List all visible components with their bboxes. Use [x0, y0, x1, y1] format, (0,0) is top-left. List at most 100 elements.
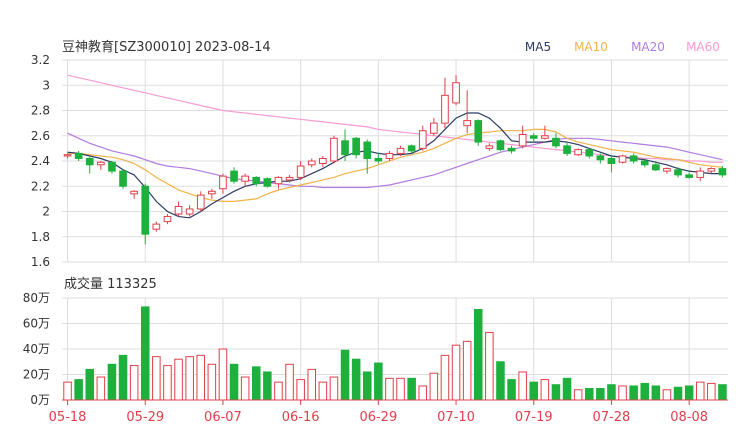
candle-up	[185, 208, 194, 215]
price-tick-label: 1.8	[31, 230, 50, 244]
candle-up	[396, 147, 405, 154]
candle-down	[230, 170, 238, 182]
candle-down	[718, 168, 727, 176]
volume-bar	[673, 386, 683, 401]
volume-bar	[496, 361, 505, 401]
candle-up	[385, 152, 394, 159]
candle-down	[607, 157, 616, 165]
volume-bar	[640, 382, 650, 401]
volume-bar	[507, 379, 516, 401]
date-tick-label: 06-16	[282, 410, 320, 425]
price-tick-label: 2.6	[31, 129, 50, 143]
legend: MA5 MA10 MA20 MA60	[525, 40, 720, 54]
candle-down	[596, 155, 605, 161]
volume-bar	[518, 371, 527, 401]
volume-bar	[207, 363, 217, 401]
volume-bar	[218, 348, 228, 401]
legend-ma5: MA5	[525, 40, 551, 54]
candle-down	[108, 161, 116, 172]
candle-down	[363, 141, 372, 159]
volume-bar	[362, 371, 372, 401]
ma20-line	[67, 132, 723, 189]
volume-bar	[485, 331, 494, 401]
volume-bar	[462, 340, 472, 401]
volume-bar	[329, 376, 339, 401]
candle-down	[263, 178, 272, 187]
volume-bar	[240, 376, 250, 401]
candle-up	[319, 157, 327, 165]
volume-bar	[63, 381, 72, 401]
candle-down	[674, 169, 682, 176]
candle-down	[629, 155, 638, 162]
volume-bar	[718, 384, 727, 401]
legend-ma60: MA60	[686, 40, 720, 54]
candle-up	[219, 175, 227, 190]
volume-bar	[74, 379, 83, 401]
candle-up	[430, 122, 438, 134]
volume-bar	[251, 366, 261, 401]
candle-up	[663, 168, 671, 172]
volume-bar	[296, 379, 305, 401]
candle-up	[152, 223, 161, 230]
axis-labels: 3.2 3 2.8 2.6 2.4 2.2 2 1.8 1.6 80万 60万 40万 20万 0万 05-…	[23, 53, 728, 425]
volume-bar	[651, 385, 661, 401]
candle-up	[130, 190, 138, 195]
volume-tick-label: 80万	[23, 291, 50, 305]
candle-up	[97, 161, 105, 166]
price-chart-title: 豆神教育[SZ300010] 2023-08-14	[62, 39, 271, 55]
candle-down	[407, 145, 416, 152]
candle-up	[330, 137, 338, 162]
volume-bar	[695, 381, 705, 401]
candle-up	[296, 165, 305, 178]
volume-bar	[618, 385, 627, 401]
volume-bar	[140, 306, 150, 401]
candle-down	[252, 176, 261, 185]
price-tick-label: 2.2	[31, 179, 50, 193]
candle-up	[163, 216, 172, 223]
volume-bar	[551, 384, 561, 401]
candle-up	[452, 82, 460, 104]
date-tick-label: 05-18	[49, 410, 87, 425]
candle-up	[241, 175, 249, 182]
volume-bar	[396, 377, 405, 401]
candlesticks	[63, 75, 727, 245]
candle-down	[341, 140, 349, 156]
candle-up	[208, 190, 216, 195]
price-tick-label: 1.6	[31, 255, 50, 269]
price-tick-label: 3.2	[31, 53, 50, 67]
volume-tick-label: 60万	[23, 317, 50, 331]
legend-ma10: MA10	[574, 40, 608, 54]
volume-tick-label: 40万	[23, 342, 50, 356]
date-tick-label: 06-07	[204, 410, 242, 425]
volume-tick-label: 20万	[23, 368, 50, 382]
candle-up	[174, 205, 183, 215]
candle-up	[518, 133, 527, 147]
candle-up	[274, 176, 283, 185]
volume-bar	[163, 365, 172, 401]
ma5-line	[67, 112, 723, 219]
volume-bar	[185, 356, 194, 401]
candle-up	[574, 149, 582, 156]
volume-bar	[529, 381, 539, 401]
candle-down	[529, 135, 538, 139]
date-tick-label: 07-10	[437, 410, 475, 425]
date-tick-label: 07-19	[515, 410, 553, 425]
volume-tick-label: 0万	[30, 393, 50, 407]
candle-up	[707, 168, 716, 172]
price-tick-label: 2	[42, 205, 50, 219]
price-tick-label: 2.4	[31, 154, 50, 168]
candle-down	[141, 185, 150, 235]
candle-up	[485, 145, 494, 149]
price-tick-label: 3	[42, 78, 50, 92]
volume-bar	[263, 371, 272, 401]
volume-bar	[118, 354, 128, 401]
candle-down	[507, 147, 516, 152]
volume-bar	[285, 363, 294, 401]
volume-bar	[562, 377, 572, 401]
volume-bar	[684, 385, 694, 401]
candle-down	[85, 157, 94, 166]
volume-bar	[196, 354, 206, 401]
date-tick-label: 06-29	[359, 410, 397, 425]
volume-bar	[451, 344, 461, 401]
candle-down	[496, 140, 505, 151]
